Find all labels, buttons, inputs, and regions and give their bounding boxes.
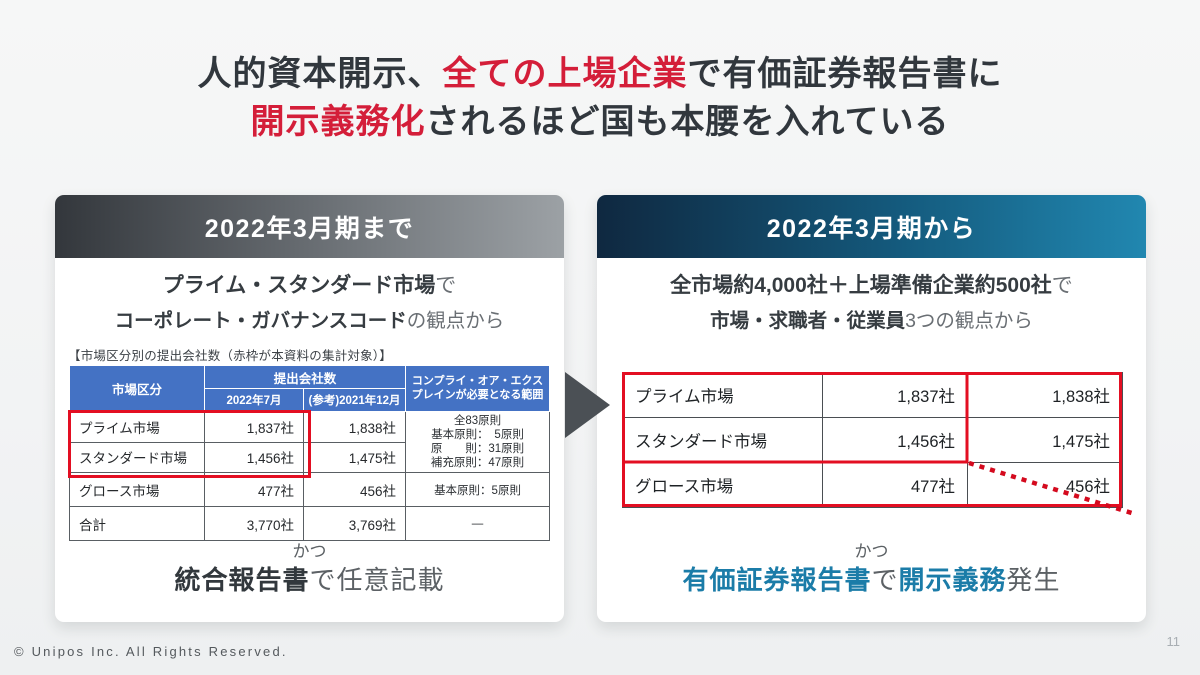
- cell-dec2021: 3,769社: [302, 506, 407, 541]
- panel-before-subtitle-1: プライム・スタンダード市場で: [162, 274, 457, 297]
- panel-from-header-label: 2022年3月期から: [766, 214, 977, 243]
- cell-scope-merged: 全83原則 基本原則： 5原則 原 則：31原則 補充原則：47原則: [405, 411, 551, 473]
- cell-market: 合計: [69, 506, 205, 541]
- conclusion-before: 統合報告書で任意記載: [174, 565, 445, 595]
- table-row: スタンダード市場 1,456社 1,475社: [622, 417, 1123, 463]
- cell-market: プライム市場: [622, 372, 823, 418]
- page-number: 11: [1166, 634, 1181, 649]
- panel-before-header-label: 2022年3月期まで: [204, 214, 415, 243]
- cell-scope: 基本原則：5原則: [405, 472, 551, 507]
- cell-jul2022: 1,456社: [204, 441, 304, 473]
- table-row: グロース市場 477社 456社: [622, 462, 1123, 508]
- arrow-right-icon: [565, 372, 610, 438]
- col-header-scope: コンプライ・オア・エクスプレインが必要となる範囲: [405, 365, 551, 412]
- cell-dec2021: 1,475社: [967, 417, 1123, 463]
- page-title: 人的資本開示、全ての上場企業で有価証券報告書に 開示義務化されるほど国も本腰を入…: [0, 50, 1200, 147]
- panel-before-header: 2022年3月期まで: [55, 195, 564, 258]
- cell-scope: ―: [405, 506, 551, 541]
- table-row: プライム市場 1,837社 1,838社: [622, 372, 1123, 418]
- title-red-highlight: 全ての上場企業: [442, 55, 688, 93]
- cell-jul2022: 477社: [204, 472, 304, 507]
- table-row: グロース市場 477社 456社 基本原則：5原則: [69, 472, 551, 507]
- cell-jul2022: 3,770社: [204, 506, 304, 541]
- panel-before-subtitle-2: コーポレート・ガバナンスコードの観点から: [114, 310, 505, 332]
- cell-jul2022: 1,456社: [822, 417, 968, 463]
- panel-from-subtitle-1: 全市場約4,000社＋上場準備企業約500社で: [670, 274, 1073, 297]
- panel-before-2022: 2022年3月期まで プライム・スタンダード市場で コーポレート・ガバナンスコー…: [55, 195, 564, 622]
- cell-market: グロース市場: [69, 472, 205, 507]
- cell-dec2021: 1,838社: [967, 372, 1123, 418]
- panel-from-2022: 2022年3月期から 全市場約4,000社＋上場準備企業約500社で 市場・求職…: [597, 195, 1146, 622]
- col-header-dec2021: (参考)2021年12月: [302, 388, 407, 412]
- cell-market: スタンダード市場: [622, 417, 823, 463]
- title-line-2: 開示義務化されるほど国も本腰を入れている: [0, 98, 1200, 146]
- col-header-market: 市場区分: [69, 365, 205, 412]
- cell-dec2021: 1,838社: [302, 411, 407, 443]
- table-subheader-row: 2022年7月 (参考)2021年12月: [70, 388, 550, 412]
- submission-table: 市場区分 提出会社数 コンプライ・オア・エクスプレインが必要となる範囲 2022…: [69, 365, 551, 541]
- cell-dec2021: 456社: [302, 472, 407, 507]
- cell-market: スタンダード市場: [69, 441, 205, 473]
- cell-jul2022: 1,837社: [822, 372, 968, 418]
- cell-market: グロース市場: [622, 462, 823, 508]
- title-text: されるほど国も本腰を入れている: [425, 103, 950, 142]
- table-row: スタンダード市場 1,456社 1,475社: [69, 441, 550, 473]
- title-red-highlight: 開示義務化: [250, 103, 426, 142]
- panel-from-header: 2022年3月期から: [597, 195, 1146, 258]
- copyright: © Unipos Inc. All Rights Reserved.: [14, 644, 288, 659]
- cell-jul2022: 1,837社: [204, 411, 304, 443]
- conclusion-from: 有価証券報告書で開示義務発生: [682, 565, 1061, 595]
- title-line-1: 人的資本開示、全ての上場企業で有価証券報告書に: [0, 50, 1200, 98]
- title-text: 人的資本開示、: [197, 55, 443, 93]
- market-table: プライム市場 1,837社 1,838社 スタンダード市場 1,456社 1,4…: [622, 372, 1123, 508]
- col-header-group: 提出会社数: [203, 365, 407, 389]
- market-table-wrap: プライム市場 1,837社 1,838社 スタンダード市場 1,456社 1,4…: [622, 372, 1136, 517]
- cell-dec2021: 456社: [967, 462, 1123, 508]
- table-row: プライム市場 1,837社 1,838社 全83原則 基本原則： 5原則 原 則…: [69, 411, 551, 473]
- cell-jul2022: 477社: [822, 462, 968, 508]
- table-row: 合計 3,770社 3,769社 ―: [69, 506, 551, 541]
- table-caption: 【市場区分別の提出会社数（赤枠が本資料の集計対象）】: [68, 349, 392, 363]
- panel-from-subtitle-2: 市場・求職者・従業員3つの観点から: [710, 310, 1033, 332]
- cell-market: プライム市場: [69, 411, 205, 443]
- katsu-label: かつ: [854, 542, 889, 561]
- table-header-row: 市場区分 提出会社数 コンプライ・オア・エクスプレインが必要となる範囲: [69, 365, 551, 412]
- submission-table-wrap: 市場区分 提出会社数 コンプライ・オア・エクスプレインが必要となる範囲 2022…: [68, 365, 551, 541]
- col-header-jul2022: 2022年7月: [204, 388, 304, 412]
- katsu-label: かつ: [292, 542, 327, 561]
- title-text: で有価証券報告書に: [687, 55, 1003, 93]
- cell-dec2021: 1,475社: [302, 441, 407, 473]
